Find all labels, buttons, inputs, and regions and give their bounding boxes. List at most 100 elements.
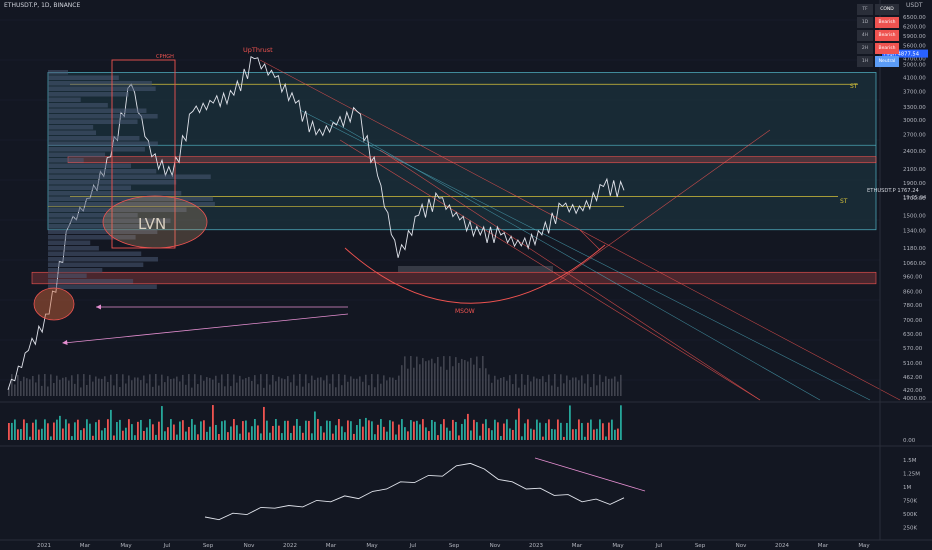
delta-volume-bar [521, 436, 523, 440]
delta-volume-bar [566, 422, 568, 440]
delta-volume-bar [410, 420, 412, 440]
delta-volume-bar [350, 421, 352, 440]
delta-volume-bar [617, 428, 619, 440]
delta-volume-bar [557, 419, 559, 440]
volume-bar [539, 379, 541, 396]
volume-bar [398, 375, 400, 396]
volume-bar [113, 385, 115, 396]
delta-volume-bar [407, 431, 409, 440]
volume-bar [389, 377, 391, 396]
price-tick-label: 4700.00 [903, 57, 926, 63]
volume-bar [242, 379, 244, 396]
delta-volume-bar [119, 419, 121, 440]
delta-volume-bar [179, 421, 181, 440]
volume-profile-bar [48, 163, 131, 168]
price-tick-label: 860.00 [903, 290, 923, 296]
delta-volume-bar [272, 425, 274, 440]
price-tick-label: 510.00 [903, 361, 923, 367]
volume-bar [599, 374, 601, 396]
volume-bar [95, 376, 97, 396]
time-tick-label: Jul [409, 543, 417, 549]
delta-volume-bar [539, 422, 541, 440]
price-tick-label: 1900.00 [903, 181, 926, 187]
delta-volume-bar [605, 436, 607, 440]
delta-volume-bar [143, 430, 145, 440]
trend-table-tf: 2H [857, 43, 873, 54]
volume-profile-bar [48, 103, 108, 108]
st-mid-label: ST [840, 198, 848, 205]
trend-table-tf: 1H [857, 56, 873, 67]
delta-volume-bar [167, 427, 169, 440]
delta-volume-bar [347, 420, 349, 440]
volume-bar [89, 374, 91, 396]
trend-table-state: Neutral [875, 56, 899, 67]
volume-bar [236, 382, 238, 396]
delta-volume-bar [473, 419, 475, 440]
price-tick-label: 1700.00 [903, 196, 926, 202]
delta-volume-bar [359, 419, 361, 440]
volume-bar [98, 378, 100, 396]
climax-label: CPHGH [156, 54, 174, 60]
delta-volume-bar [146, 427, 148, 440]
obv-layer [0, 445, 932, 521]
volume-profile-bar [48, 114, 158, 119]
trendline [579, 229, 601, 251]
volume-profile-bar [48, 273, 87, 278]
delta-volume-bar [20, 429, 22, 440]
time-tick-label: Sep [449, 543, 460, 549]
price-tick-label: 6200.00 [903, 25, 926, 31]
volume-bar [293, 374, 295, 396]
delta-volume-bar [290, 433, 292, 440]
delta-volume-bar [404, 427, 406, 440]
delta-volume-bar [23, 419, 25, 440]
delta-volume-bar [383, 426, 385, 440]
delta-volume-bar [149, 419, 151, 440]
delta-volume-bar [113, 435, 115, 440]
delta-volume-bar [233, 419, 235, 440]
red-zone [67, 156, 877, 164]
delta-volume-bar [476, 422, 478, 440]
volume-bar [521, 374, 523, 396]
delta-volume-bar [500, 436, 502, 440]
trend-table-row: 2H Bearish [857, 43, 899, 54]
volume-bar [68, 380, 70, 396]
delta-volume-bar [110, 409, 112, 440]
price-tick-label: 1340.00 [903, 229, 926, 235]
delta-volume-bar [161, 406, 163, 440]
delta-volume-bar [368, 420, 370, 440]
price-tick-label: 2400.00 [903, 149, 926, 155]
delta-volume-bar [485, 419, 487, 440]
time-tick-label: Mar [326, 543, 337, 549]
delta-volume-bar [458, 435, 460, 440]
delta-volume-bar [503, 423, 505, 440]
price-tick-label: 2100.00 [903, 167, 926, 173]
delta-volume-bar [341, 426, 343, 440]
volume-bar [380, 383, 382, 396]
time-tick-label: Mar [818, 543, 829, 549]
price-tick-label: 420.00 [903, 388, 923, 394]
volume-profile-bar [48, 136, 140, 141]
delta-volume-bar [506, 419, 508, 440]
delta-volume-bar [83, 428, 85, 440]
time-tick-label: Sep [695, 543, 706, 549]
volume-bar [404, 356, 406, 396]
volume-bar [194, 374, 196, 396]
volume-bar [530, 381, 532, 396]
volume-bar [284, 379, 286, 396]
volume-bar [155, 374, 157, 396]
delta-volume-bar [218, 433, 220, 440]
delta-volume-bar [305, 420, 307, 440]
delta-volume-bar [98, 419, 100, 440]
delta-volume-bar [398, 424, 400, 440]
delta-volume-bar [587, 422, 589, 440]
volume-bar [368, 385, 370, 396]
volume-bar [158, 385, 160, 396]
volume-bar [296, 385, 298, 396]
volume-bar [350, 376, 352, 396]
delta-volume-bar [182, 420, 184, 440]
delta-volume-bar [107, 419, 109, 440]
delta-volume-bar [434, 421, 436, 440]
volume-profile-bar [48, 262, 144, 267]
